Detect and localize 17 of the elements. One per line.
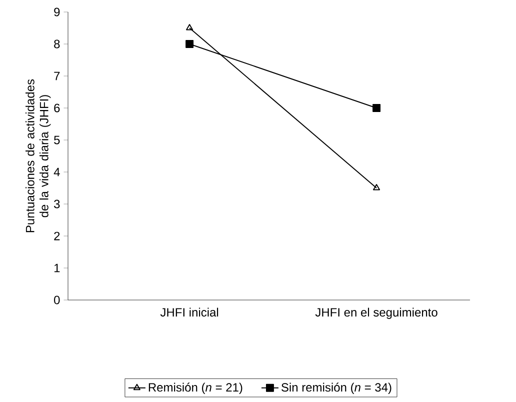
y-tick-label: 4 (54, 168, 60, 176)
y-tick-label: 2 (54, 232, 60, 240)
y-axis-title: Puntuaciones de actividades de la vida diaria (JHFI) (26, 79, 51, 232)
y-tick-label: 6 (54, 104, 60, 112)
point (186, 40, 194, 48)
legend-label: Sin remisión (n = 34) (282, 382, 392, 394)
y-tick-label: 0 (54, 296, 60, 304)
y-tick-label: 1 (54, 264, 60, 272)
legend-label: Remisión (n = 21) (148, 382, 242, 394)
y-tick-label: 5 (54, 136, 60, 144)
y-tick-label: 8 (54, 40, 60, 48)
x-tick-label: JHFI en el seguimiento (315, 308, 438, 319)
y-tick-label: 3 (54, 200, 60, 208)
y-tick-label: 7 (54, 72, 60, 80)
point (372, 104, 381, 112)
x-tick-label: JHFI inicial (160, 308, 218, 317)
y-tick-label: 9 (54, 8, 60, 16)
